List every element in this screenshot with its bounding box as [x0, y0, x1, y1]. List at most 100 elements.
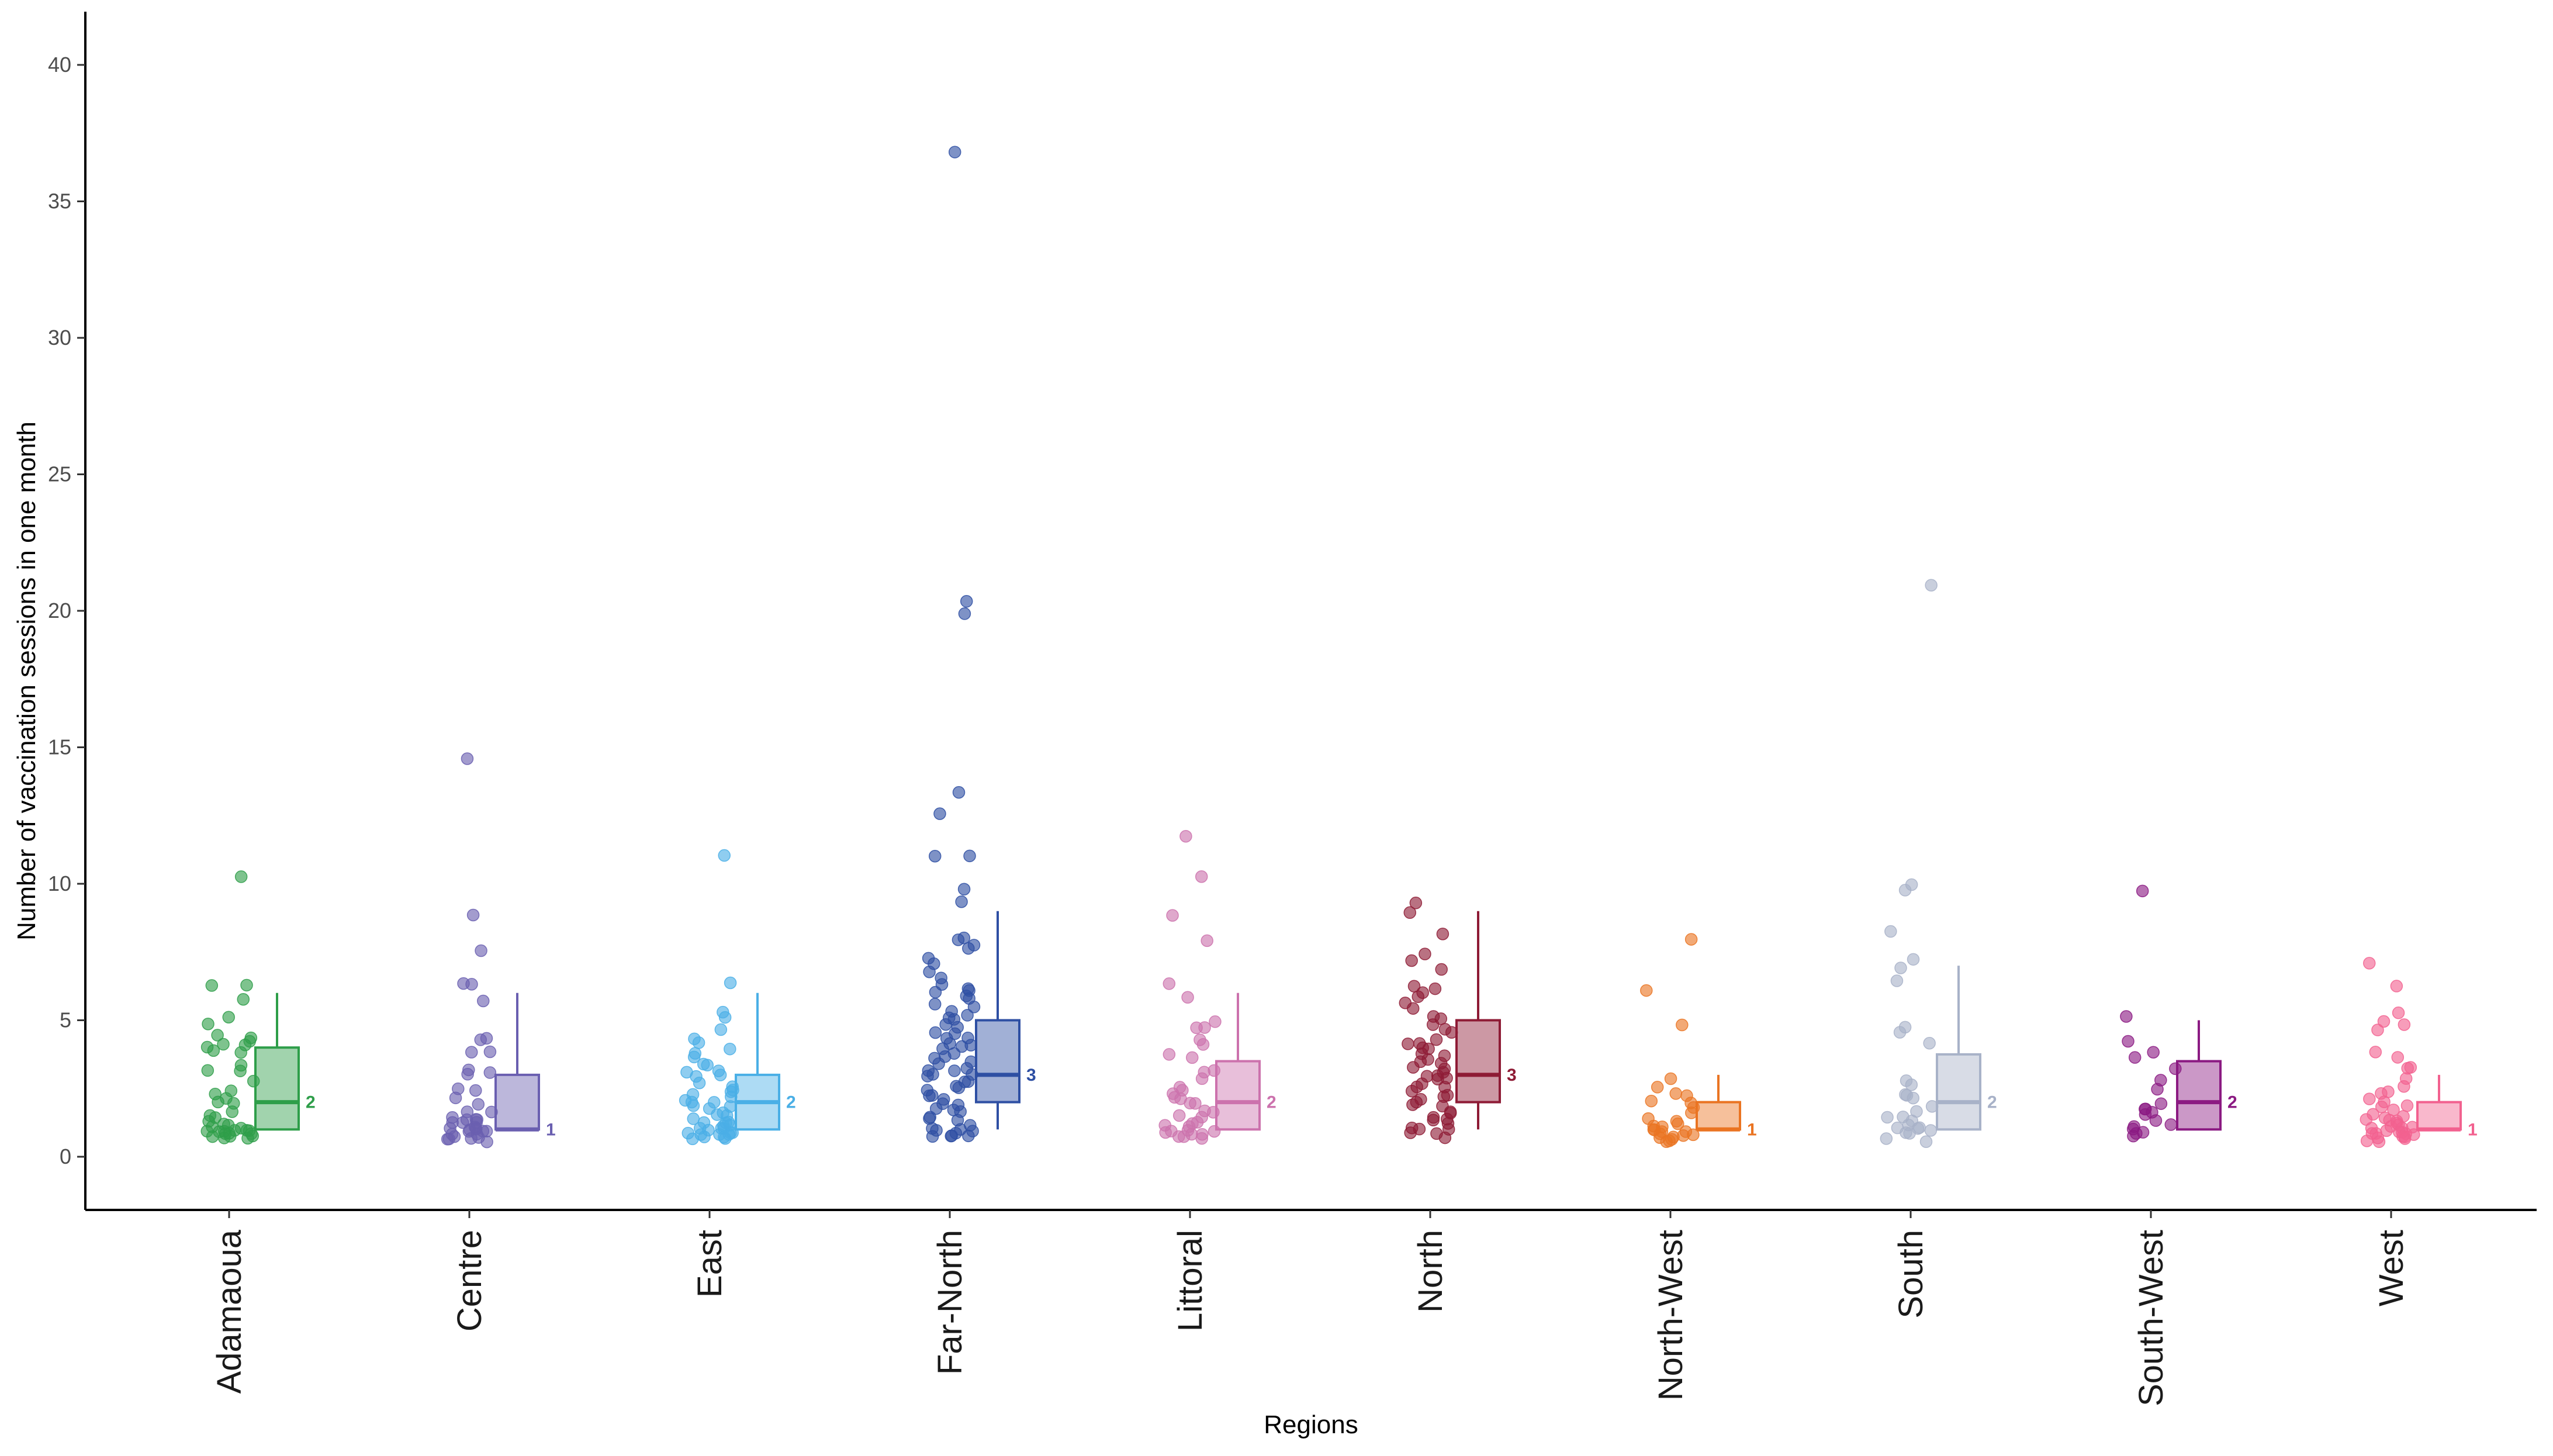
data-point-far-north	[939, 1018, 952, 1031]
data-point-centre	[483, 1066, 497, 1079]
data-point-north-west	[1672, 1117, 1684, 1130]
data-point-east	[724, 1042, 736, 1056]
data-point-north-west	[1664, 1072, 1677, 1085]
data-point-littoral	[1181, 991, 1194, 1004]
data-point-north	[1436, 928, 1450, 940]
data-point-littoral	[1209, 1015, 1222, 1028]
data-point-north	[1419, 947, 1431, 960]
data-point-north-west	[1663, 1135, 1676, 1147]
data-point-east	[687, 1099, 700, 1112]
data-point-far-north	[929, 1026, 942, 1039]
data-point-south	[1884, 925, 1897, 938]
data-point-centre	[461, 1068, 474, 1081]
data-point-east	[687, 1050, 701, 1064]
data-point-north-west	[1669, 1087, 1682, 1100]
data-point-east	[714, 1023, 728, 1036]
data-point-adamaoua	[241, 1132, 254, 1145]
data-point-north	[1405, 954, 1418, 967]
data-point-littoral	[1201, 934, 1213, 947]
x-tick-label-west: West	[2372, 1230, 2410, 1306]
data-point-south	[1893, 1026, 1907, 1039]
data-point-north	[1404, 1126, 1417, 1139]
data-point-littoral	[1198, 1021, 1211, 1034]
data-point-centre	[472, 1098, 485, 1111]
data-point-south-west	[2149, 1114, 2163, 1127]
data-point-littoral	[1159, 1126, 1172, 1139]
box-north-west	[1696, 1101, 1741, 1131]
data-point-far-north	[945, 1129, 959, 1142]
data-point-south	[1924, 1124, 1938, 1137]
data-point-centre	[483, 1045, 497, 1059]
median-label-south-west: 2	[2227, 1093, 2237, 1112]
data-point-adamaoua	[202, 1018, 215, 1030]
y-tick-label: 10	[48, 871, 71, 895]
data-point-centre	[449, 1091, 462, 1105]
data-point-west	[2399, 1132, 2412, 1145]
data-point-centre	[485, 1105, 498, 1119]
data-point-south-west	[2151, 1083, 2164, 1096]
box-north	[1455, 1019, 1501, 1104]
data-point-west	[2400, 1099, 2414, 1112]
data-point-adamaoua	[201, 1064, 215, 1077]
data-point-adamaoua	[212, 1095, 224, 1109]
median-label-south: 2	[1987, 1093, 1997, 1112]
data-point-far-north	[955, 895, 968, 908]
median-label-centre: 1	[546, 1120, 556, 1139]
data-point-west	[2398, 1080, 2410, 1093]
data-point-adamaoua	[234, 870, 248, 883]
data-point-adamaoua	[223, 1130, 237, 1143]
data-point-north	[1435, 963, 1448, 976]
data-point-east	[718, 1130, 731, 1144]
data-point-east	[686, 1132, 699, 1146]
data-point-south	[1919, 1135, 1933, 1149]
data-point-far-north	[948, 146, 961, 158]
data-point-adamaoua	[217, 1037, 230, 1051]
x-tick-label-littoral: Littoral	[1171, 1230, 1209, 1332]
data-point-north-west	[1651, 1081, 1664, 1094]
box-south	[1936, 1053, 1981, 1131]
data-point-west	[2401, 1061, 2414, 1075]
data-point-south-west	[2136, 884, 2149, 898]
data-point-centre	[475, 944, 487, 957]
data-point-far-north	[960, 595, 973, 608]
data-point-south-west	[2139, 1108, 2152, 1121]
data-point-far-north	[963, 849, 976, 863]
data-point-west	[2369, 1046, 2382, 1059]
data-point-north-west	[1685, 1106, 1698, 1119]
data-point-adamaoua	[240, 978, 253, 992]
data-point-north	[1406, 1002, 1420, 1015]
data-point-west	[2372, 1135, 2386, 1149]
data-point-centre	[465, 1132, 478, 1145]
data-point-south	[1890, 974, 1904, 987]
data-point-adamaoua	[234, 1064, 247, 1077]
data-point-north-west	[1684, 933, 1698, 946]
data-point-east	[692, 1036, 705, 1049]
data-point-littoral	[1163, 1048, 1176, 1061]
data-point-north-west	[1676, 1018, 1689, 1032]
data-point-centre	[477, 994, 490, 1008]
data-point-south-west	[2154, 1097, 2168, 1110]
data-point-adamaoua	[234, 1046, 247, 1059]
x-axis-title: Regions	[1264, 1410, 1358, 1439]
data-point-south-west	[2127, 1129, 2140, 1143]
data-point-south	[1907, 953, 1920, 966]
data-point-east	[711, 1108, 724, 1121]
data-point-north	[1430, 1033, 1443, 1046]
x-tick-label-adamaoua: Adamaoua	[210, 1229, 248, 1393]
y-tick-label: 15	[48, 735, 71, 759]
data-point-north-west	[1640, 984, 1653, 997]
data-point-centre	[461, 752, 474, 765]
data-point-far-north	[957, 883, 971, 896]
data-point-littoral	[1166, 909, 1179, 922]
data-point-far-north	[923, 965, 936, 978]
data-point-littoral	[1179, 830, 1192, 843]
data-point-south	[1905, 1078, 1918, 1091]
data-point-far-north	[933, 807, 946, 820]
x-tick-label-south: South	[1892, 1230, 1930, 1319]
data-point-west	[2360, 1135, 2374, 1147]
data-point-far-north	[948, 1064, 961, 1077]
x-tick-label-centre: Centre	[451, 1230, 489, 1332]
data-point-north	[1426, 1018, 1440, 1031]
